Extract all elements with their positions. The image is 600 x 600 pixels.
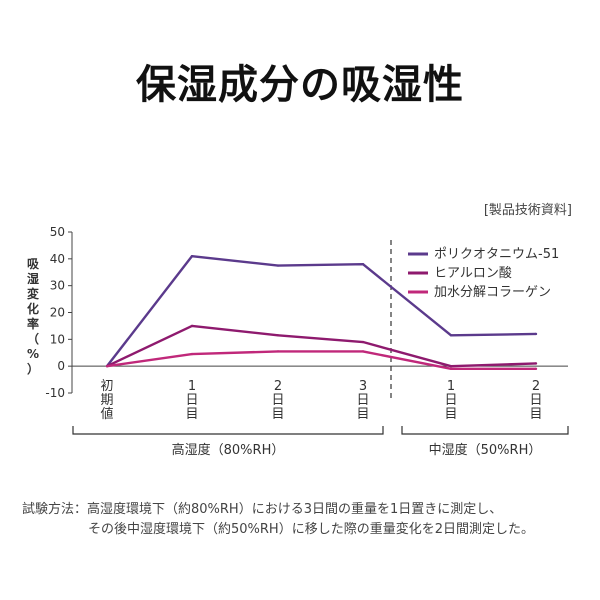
series-point xyxy=(361,350,365,353)
series-line xyxy=(106,324,537,368)
series-point xyxy=(105,364,109,368)
y-tick-label: 30 xyxy=(50,279,65,293)
series-point xyxy=(361,340,365,344)
y-tick-label: 50 xyxy=(50,225,65,239)
x-category-label: 2 日目 xyxy=(529,379,542,422)
series-point xyxy=(276,334,280,337)
series-point xyxy=(449,334,453,337)
x-category-label: 1 日目 xyxy=(444,379,457,422)
chart-axes: -10 0 10 20 30 40 50 吸湿変化率（%） xyxy=(27,225,568,400)
series-point xyxy=(534,367,538,371)
series-point xyxy=(534,332,538,336)
source-note: [製品技術資料] xyxy=(483,203,572,218)
test-method-line-1: 試験方法：高湿度環境下（約80%RH）における3日間の重量を1日置きに測定し、 xyxy=(22,502,503,517)
group-bracket xyxy=(401,426,569,435)
series-point xyxy=(276,350,280,353)
group-label: 中湿度（50%RH） xyxy=(429,442,542,458)
y-tick-label: 40 xyxy=(50,252,65,266)
series-point xyxy=(449,367,453,371)
legend-label: ヒアルロン酸 xyxy=(434,266,512,281)
series-line xyxy=(106,254,537,367)
group-bracket xyxy=(72,426,384,435)
legend-label: 加水分解コラーゲン xyxy=(434,285,551,300)
test-method-line-2: その後中湿度環境下（約50%RH）に移した際の重量変化を2日間測定した。 xyxy=(88,522,534,537)
y-tick-label: -10 xyxy=(45,386,65,400)
x-category-label: 2 日目 xyxy=(271,379,284,422)
x-category-label: 3 日目 xyxy=(356,379,369,422)
series-point xyxy=(361,263,365,266)
x-category-label: 1 日目 xyxy=(185,379,198,422)
series-point xyxy=(449,364,453,368)
x-category-label: 初期値 xyxy=(100,379,113,422)
y-tick-label: 20 xyxy=(50,306,65,320)
chart-series-lines xyxy=(105,254,538,371)
series-line xyxy=(106,350,536,371)
y-tick-label: 0 xyxy=(57,359,65,373)
group-label: 高湿度（80%RH） xyxy=(172,442,285,458)
series-point xyxy=(534,362,538,365)
series-point xyxy=(190,254,194,258)
test-method-note: 試験方法：高湿度環境下（約80%RH）における3日間の重量を1日置きに測定し、 … xyxy=(22,500,534,540)
y-tick-label: 10 xyxy=(50,332,65,346)
series-point xyxy=(276,264,280,267)
series-point xyxy=(190,352,194,356)
page-title: 保湿成分の吸湿性 xyxy=(136,62,464,108)
legend-label: ポリクオタニウム-51 xyxy=(434,247,559,262)
y-axis-label: 吸湿変化率（%） xyxy=(27,257,40,376)
series-point xyxy=(190,324,194,328)
